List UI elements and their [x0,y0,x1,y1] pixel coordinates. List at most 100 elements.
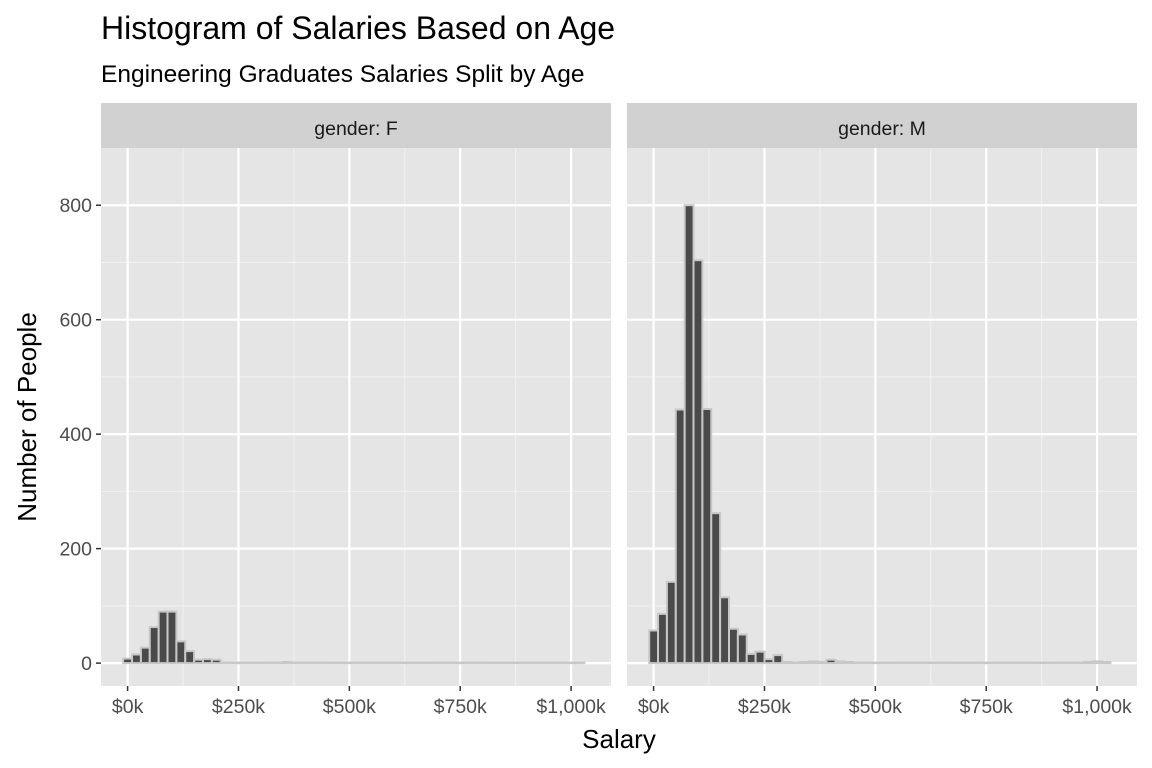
histogram-bar [450,661,462,665]
histogram-bar [1091,660,1103,665]
histogram-bar [406,661,417,665]
histogram-bar [556,661,568,665]
y-tick-label: 600 [59,310,92,332]
histogram-bar [648,629,660,665]
facet-panels: gender: F $0k $250k $500k $750k $1,000k 0 200 40… [59,103,1137,718]
histogram-bar [361,661,373,665]
histogram-bar [869,661,881,665]
histogram-bar [246,661,258,665]
histogram-bar [184,650,196,665]
facet-strip-label: gender: F [314,118,398,140]
panel-background [101,148,611,686]
histogram-bar [139,646,151,665]
histogram-bar [228,661,240,665]
histogram-bar [459,661,471,665]
histogram-bar [388,661,400,665]
histogram-bar [512,661,524,665]
histogram-bar [308,661,320,665]
histogram-bar [923,661,934,665]
histogram-bar [701,407,713,665]
histogram-bar [175,640,187,665]
histogram-bar [861,661,872,665]
histogram-bar [763,658,775,665]
histogram-bar [379,661,391,665]
histogram-bar [219,661,231,665]
histogram-bar [441,661,453,665]
histogram-bar [565,661,577,665]
histogram-bar [476,661,488,665]
histogram-bar [148,626,160,665]
histogram-bar [326,661,338,665]
histogram-bar [414,661,426,665]
histogram-bar [754,650,766,665]
histogram-bar [547,661,559,665]
histogram-bar [485,661,497,665]
histogram-bar [468,661,479,665]
x-tick-label: $500k [323,696,376,718]
histogram-bar [719,596,730,665]
histogram-bar [202,658,213,665]
x-axis-title: Salary [582,724,656,754]
y-tick-label: 800 [59,195,92,217]
facet-strip [101,103,611,148]
histogram-bar [1056,661,1068,665]
histogram-bar [539,661,550,665]
histogram-bar [397,661,408,665]
histogram-bar [843,660,855,665]
histogram-bar [683,204,695,665]
histogram-bar [530,661,542,665]
histogram-bar [131,653,142,665]
histogram-bar [352,661,364,665]
histogram-bar [905,661,917,665]
facet-strip [627,103,1137,148]
histogram-bar [317,661,329,665]
facet-panel: gender: M $0k $250k $500k $750k $1,000k [627,103,1137,718]
histogram-bar [692,259,704,665]
x-tick-label: $0k [638,696,670,718]
facet-strip-label: gender: M [838,118,926,140]
histogram-bar [299,661,311,665]
y-tick-label: 200 [59,539,92,561]
histogram-bar [736,633,748,665]
histogram-bar [281,660,293,665]
facet-panel: gender: F $0k $250k $500k $750k $1,000k 0 200 40… [59,103,611,718]
histogram-bar [1020,661,1032,665]
histogram-bar [521,661,533,665]
histogram-bar [1073,661,1085,665]
histogram-bar [494,661,506,665]
histogram-bar [370,661,382,665]
histogram-bar [825,658,837,665]
histogram-bar [1038,661,1050,665]
histogram-bar [728,627,739,665]
histogram-bar [166,610,178,665]
histogram-bar [1047,661,1059,665]
chart-title: Histogram of Salaries Based on Age [101,10,615,46]
histogram-bar [1002,661,1014,665]
x-tick-label: $1,000k [536,696,606,718]
histogram-bar [807,660,819,665]
histogram-bar [932,661,943,665]
histogram-bar [210,658,222,665]
histogram-bar [816,660,828,665]
histogram-bar [272,661,284,665]
histogram-bar [343,661,355,665]
histogram-bar [157,610,169,665]
x-tick-label: $750k [960,696,1013,718]
histogram-bar [193,658,204,665]
histogram-bar [994,661,1005,665]
x-tick-label: $750k [434,696,487,718]
histogram-bar [772,654,784,665]
histogram-bar [665,580,677,665]
histogram-bar [958,661,970,665]
histogram-bar [976,661,988,665]
histogram-bar [710,512,722,665]
x-tick-label: $500k [849,696,902,718]
histogram-bar [122,657,134,665]
histogram-bar [745,652,757,665]
chart-subtitle: Engineering Graduates Salaries Split by … [101,61,585,88]
histogram-bar [1082,660,1094,665]
y-tick-label: 400 [59,424,92,446]
histogram-bar [949,661,961,665]
